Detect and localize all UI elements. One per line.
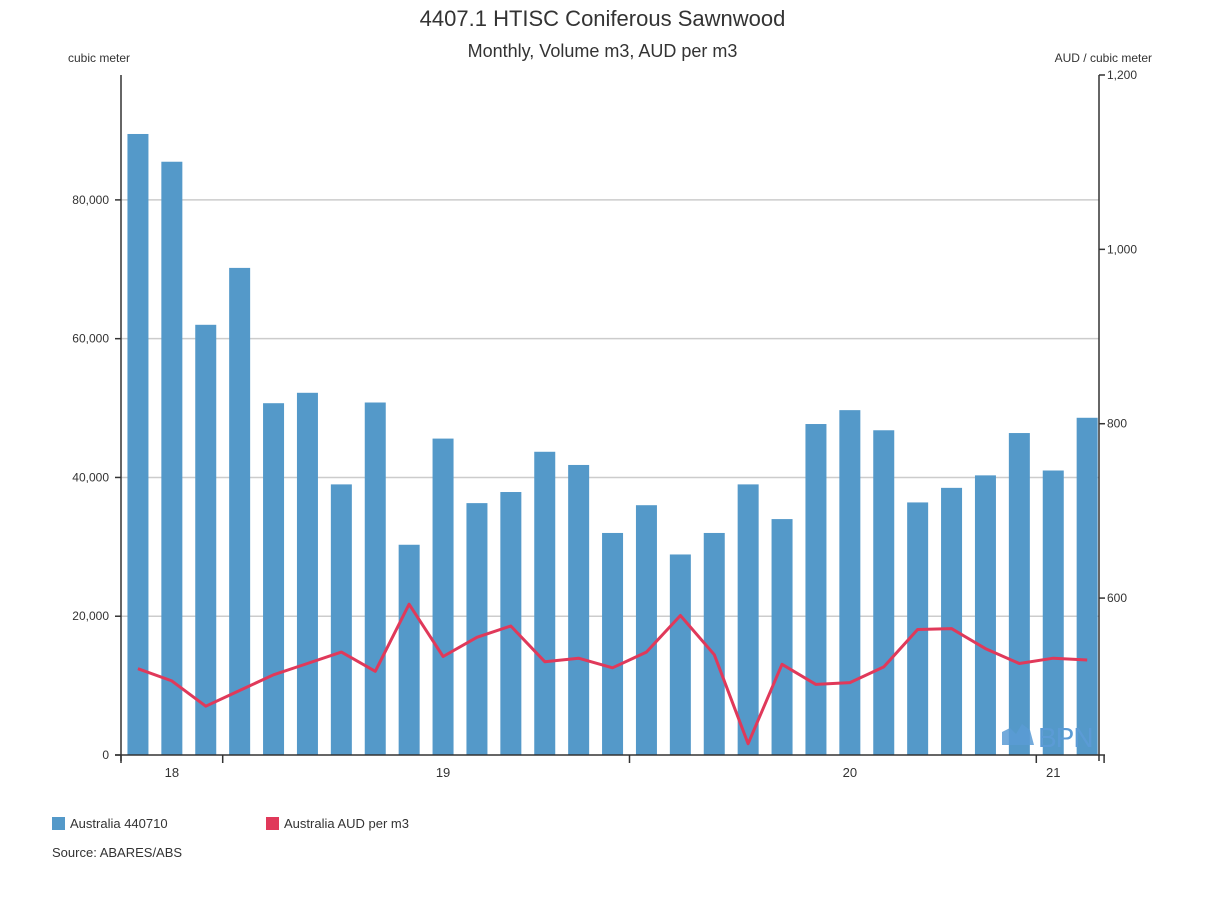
right-axis-title: AUD / cubic meter bbox=[1055, 51, 1152, 65]
chart-title: 4407.1 HTISC Coniferous Sawnwood bbox=[419, 6, 786, 31]
bar bbox=[330, 484, 352, 755]
bar bbox=[229, 267, 251, 755]
bar bbox=[500, 492, 522, 755]
left-tick-label: 20,000 bbox=[72, 609, 109, 623]
source-note: Source: ABARES/ABS bbox=[52, 845, 183, 860]
bar bbox=[534, 451, 556, 755]
bar bbox=[127, 133, 149, 755]
x-tick-label: 19 bbox=[436, 765, 450, 780]
legend-swatch-volume bbox=[52, 817, 65, 830]
bar bbox=[296, 392, 318, 755]
bar bbox=[839, 410, 861, 755]
left-axis-title: cubic meter bbox=[68, 51, 130, 65]
left-tick-label: 80,000 bbox=[72, 193, 109, 207]
bar bbox=[602, 532, 624, 755]
bar bbox=[432, 438, 454, 755]
bar bbox=[466, 503, 488, 755]
right-tick-label: 600 bbox=[1107, 591, 1127, 605]
legend-swatch-price bbox=[266, 817, 279, 830]
left-tick-label: 60,000 bbox=[72, 332, 109, 346]
right-tick-label: 1,000 bbox=[1107, 242, 1137, 256]
x-tick-label: 18 bbox=[165, 765, 179, 780]
left-tick-label: 0 bbox=[102, 748, 109, 762]
legend-label-volume: Australia 440710 bbox=[70, 816, 168, 831]
bpn-logo: BPN bbox=[1038, 722, 1093, 753]
bpn-logo-icon bbox=[1002, 724, 1034, 745]
bar bbox=[1008, 433, 1030, 755]
bar bbox=[568, 464, 590, 755]
bar bbox=[1042, 470, 1064, 755]
bar bbox=[873, 430, 895, 755]
bar bbox=[669, 554, 691, 755]
bar bbox=[364, 402, 386, 755]
bar bbox=[974, 475, 996, 755]
bar bbox=[1076, 417, 1098, 755]
bar bbox=[263, 403, 285, 755]
right-tick-label: 800 bbox=[1107, 417, 1127, 431]
x-tick-label: 20 bbox=[843, 765, 857, 780]
bar bbox=[737, 484, 759, 755]
left-tick-label: 40,000 bbox=[72, 470, 109, 484]
bar bbox=[195, 324, 217, 755]
bar bbox=[805, 424, 827, 755]
price-line bbox=[137, 602, 1088, 746]
legend-item-volume[interactable]: Australia 440710 bbox=[52, 816, 168, 831]
legend-label-price: Australia AUD per m3 bbox=[284, 816, 409, 831]
bar bbox=[941, 487, 963, 755]
x-tick-label: 21 bbox=[1046, 765, 1060, 780]
legend-item-price[interactable]: Australia AUD per m3 bbox=[266, 816, 409, 831]
bar bbox=[635, 505, 657, 755]
right-tick-label: 1,200 bbox=[1107, 68, 1137, 82]
chart-subtitle: Monthly, Volume m3, AUD per m3 bbox=[467, 41, 738, 61]
bar bbox=[161, 161, 183, 756]
bar bbox=[771, 519, 793, 755]
bar bbox=[398, 544, 420, 755]
bar bbox=[703, 532, 725, 755]
